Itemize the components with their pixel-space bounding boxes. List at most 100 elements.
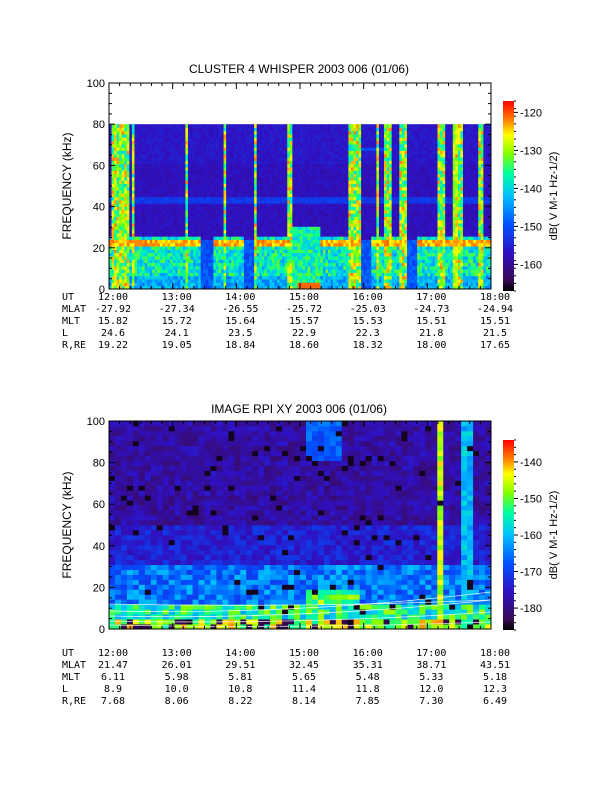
spectrogram-cell — [213, 130, 217, 135]
spectrogram-cell — [172, 124, 176, 128]
spectrogram-cell — [149, 134, 153, 138]
spectrogram-cell — [340, 275, 344, 280]
spectrogram-cell — [203, 147, 207, 151]
spectrogram-cell — [124, 246, 128, 250]
spectrogram-cell — [159, 150, 163, 155]
spectrogram-cell — [134, 203, 138, 207]
spectrogram-cell — [231, 203, 235, 207]
spectrogram-cell — [193, 239, 196, 244]
spectrogram-cell — [348, 173, 352, 178]
spectrogram-cell — [149, 127, 153, 132]
spectrogram-cell — [149, 236, 153, 240]
spectrogram-cell — [213, 226, 217, 231]
spectrogram-cell — [147, 163, 151, 168]
spectrogram-cell — [335, 150, 339, 155]
spectrogram-cell — [284, 216, 288, 221]
spectrogram-cell — [149, 219, 153, 224]
spectrogram-cell — [180, 213, 184, 217]
spectrogram-cell — [274, 279, 278, 283]
spectrogram-cell — [126, 150, 130, 155]
spectrogram-cell — [249, 236, 253, 240]
spectrogram-cell — [249, 216, 253, 221]
spectrogram-cell — [144, 252, 148, 257]
spectrogram-cell — [175, 272, 179, 277]
spectrogram-cell — [292, 140, 296, 145]
spectrogram-cell — [277, 216, 281, 221]
spectrogram-cell — [124, 259, 128, 264]
spectrogram-cell — [287, 275, 291, 280]
spectrogram-cell — [210, 206, 214, 211]
spectrogram-cell — [144, 130, 148, 135]
spectrogram-cell — [162, 137, 166, 142]
spectrogram-cell — [142, 265, 146, 270]
spectrogram-cell — [350, 252, 354, 257]
spectrogram-cell — [154, 206, 158, 211]
spectrogram-cell — [284, 193, 288, 198]
spectrogram-cell — [111, 272, 115, 277]
spectrogram-cell — [147, 124, 151, 128]
spectrogram-cell — [353, 134, 357, 138]
spectrogram-cell — [328, 265, 331, 270]
spectrogram-cell — [322, 173, 326, 178]
spectrogram-cell — [251, 262, 255, 267]
spectrogram-cell — [315, 147, 319, 151]
spectrogram-cell — [129, 252, 133, 257]
spectrogram-cell — [190, 137, 194, 142]
spectrogram-cell — [198, 134, 202, 138]
spectrogram-cell — [172, 219, 176, 224]
spectrogram-cell — [180, 130, 184, 135]
spectrogram-cell — [223, 196, 227, 201]
spectrogram-cell — [330, 239, 334, 244]
spectrogram-cell — [322, 140, 326, 145]
spectrogram-cell — [139, 160, 143, 165]
spectrogram-cell — [152, 206, 156, 211]
spectrogram-cell — [361, 269, 365, 273]
spectrogram-cell — [328, 147, 331, 151]
spectrogram-cell — [264, 242, 268, 247]
spectrogram-cell — [124, 282, 128, 287]
spectrogram-cell — [147, 134, 151, 138]
spectrogram-cell — [159, 130, 163, 135]
spectrogram-cell — [251, 186, 255, 191]
spectrogram-cell — [274, 176, 278, 181]
spectrogram-cell — [167, 170, 171, 175]
spectrogram-cell — [124, 216, 128, 221]
spectrogram-cell — [121, 262, 125, 267]
spectrogram-cell — [134, 209, 138, 214]
spectrogram-cell — [121, 153, 125, 158]
spectrogram-cell — [215, 229, 219, 234]
spectrogram-cell — [350, 190, 354, 194]
spectrogram-cell — [218, 193, 222, 198]
spectrogram-cell — [333, 170, 337, 175]
spectrogram-cell — [289, 196, 293, 201]
spectrogram-cell — [243, 262, 247, 267]
spectrogram-cell — [361, 173, 365, 178]
spectrogram-cell — [185, 163, 189, 168]
spectrogram-cell — [129, 226, 133, 231]
spectrogram-cell — [277, 200, 281, 204]
spectrogram-cell — [284, 147, 288, 151]
spectrogram-cell — [289, 173, 293, 178]
spectrogram-cell — [348, 153, 352, 158]
spectrogram-cell — [305, 249, 309, 254]
spectrogram-cell — [129, 143, 133, 148]
spectrogram-cell — [172, 213, 176, 217]
spectrogram-cell — [238, 160, 242, 165]
spectrogram-cell — [233, 200, 237, 204]
spectrogram-cell — [249, 186, 253, 191]
spectrogram-cell — [223, 143, 227, 148]
spectrogram-cell — [269, 275, 273, 280]
spectrogram-cell — [226, 203, 230, 207]
spectrogram-cell — [170, 163, 174, 168]
spectrogram-cell — [223, 219, 227, 224]
spectrogram-cell — [226, 193, 230, 198]
spectrogram-cell — [139, 173, 143, 178]
spectrogram-cell — [215, 236, 219, 240]
spectrogram-cell — [292, 137, 296, 142]
spectrogram-cell — [315, 259, 319, 264]
spectrogram-cell — [190, 127, 194, 132]
spectrogram-cell — [131, 196, 135, 201]
spectrogram-cell — [350, 180, 354, 184]
spectrogram-cell — [228, 229, 232, 234]
spectrogram-cell — [297, 163, 301, 168]
